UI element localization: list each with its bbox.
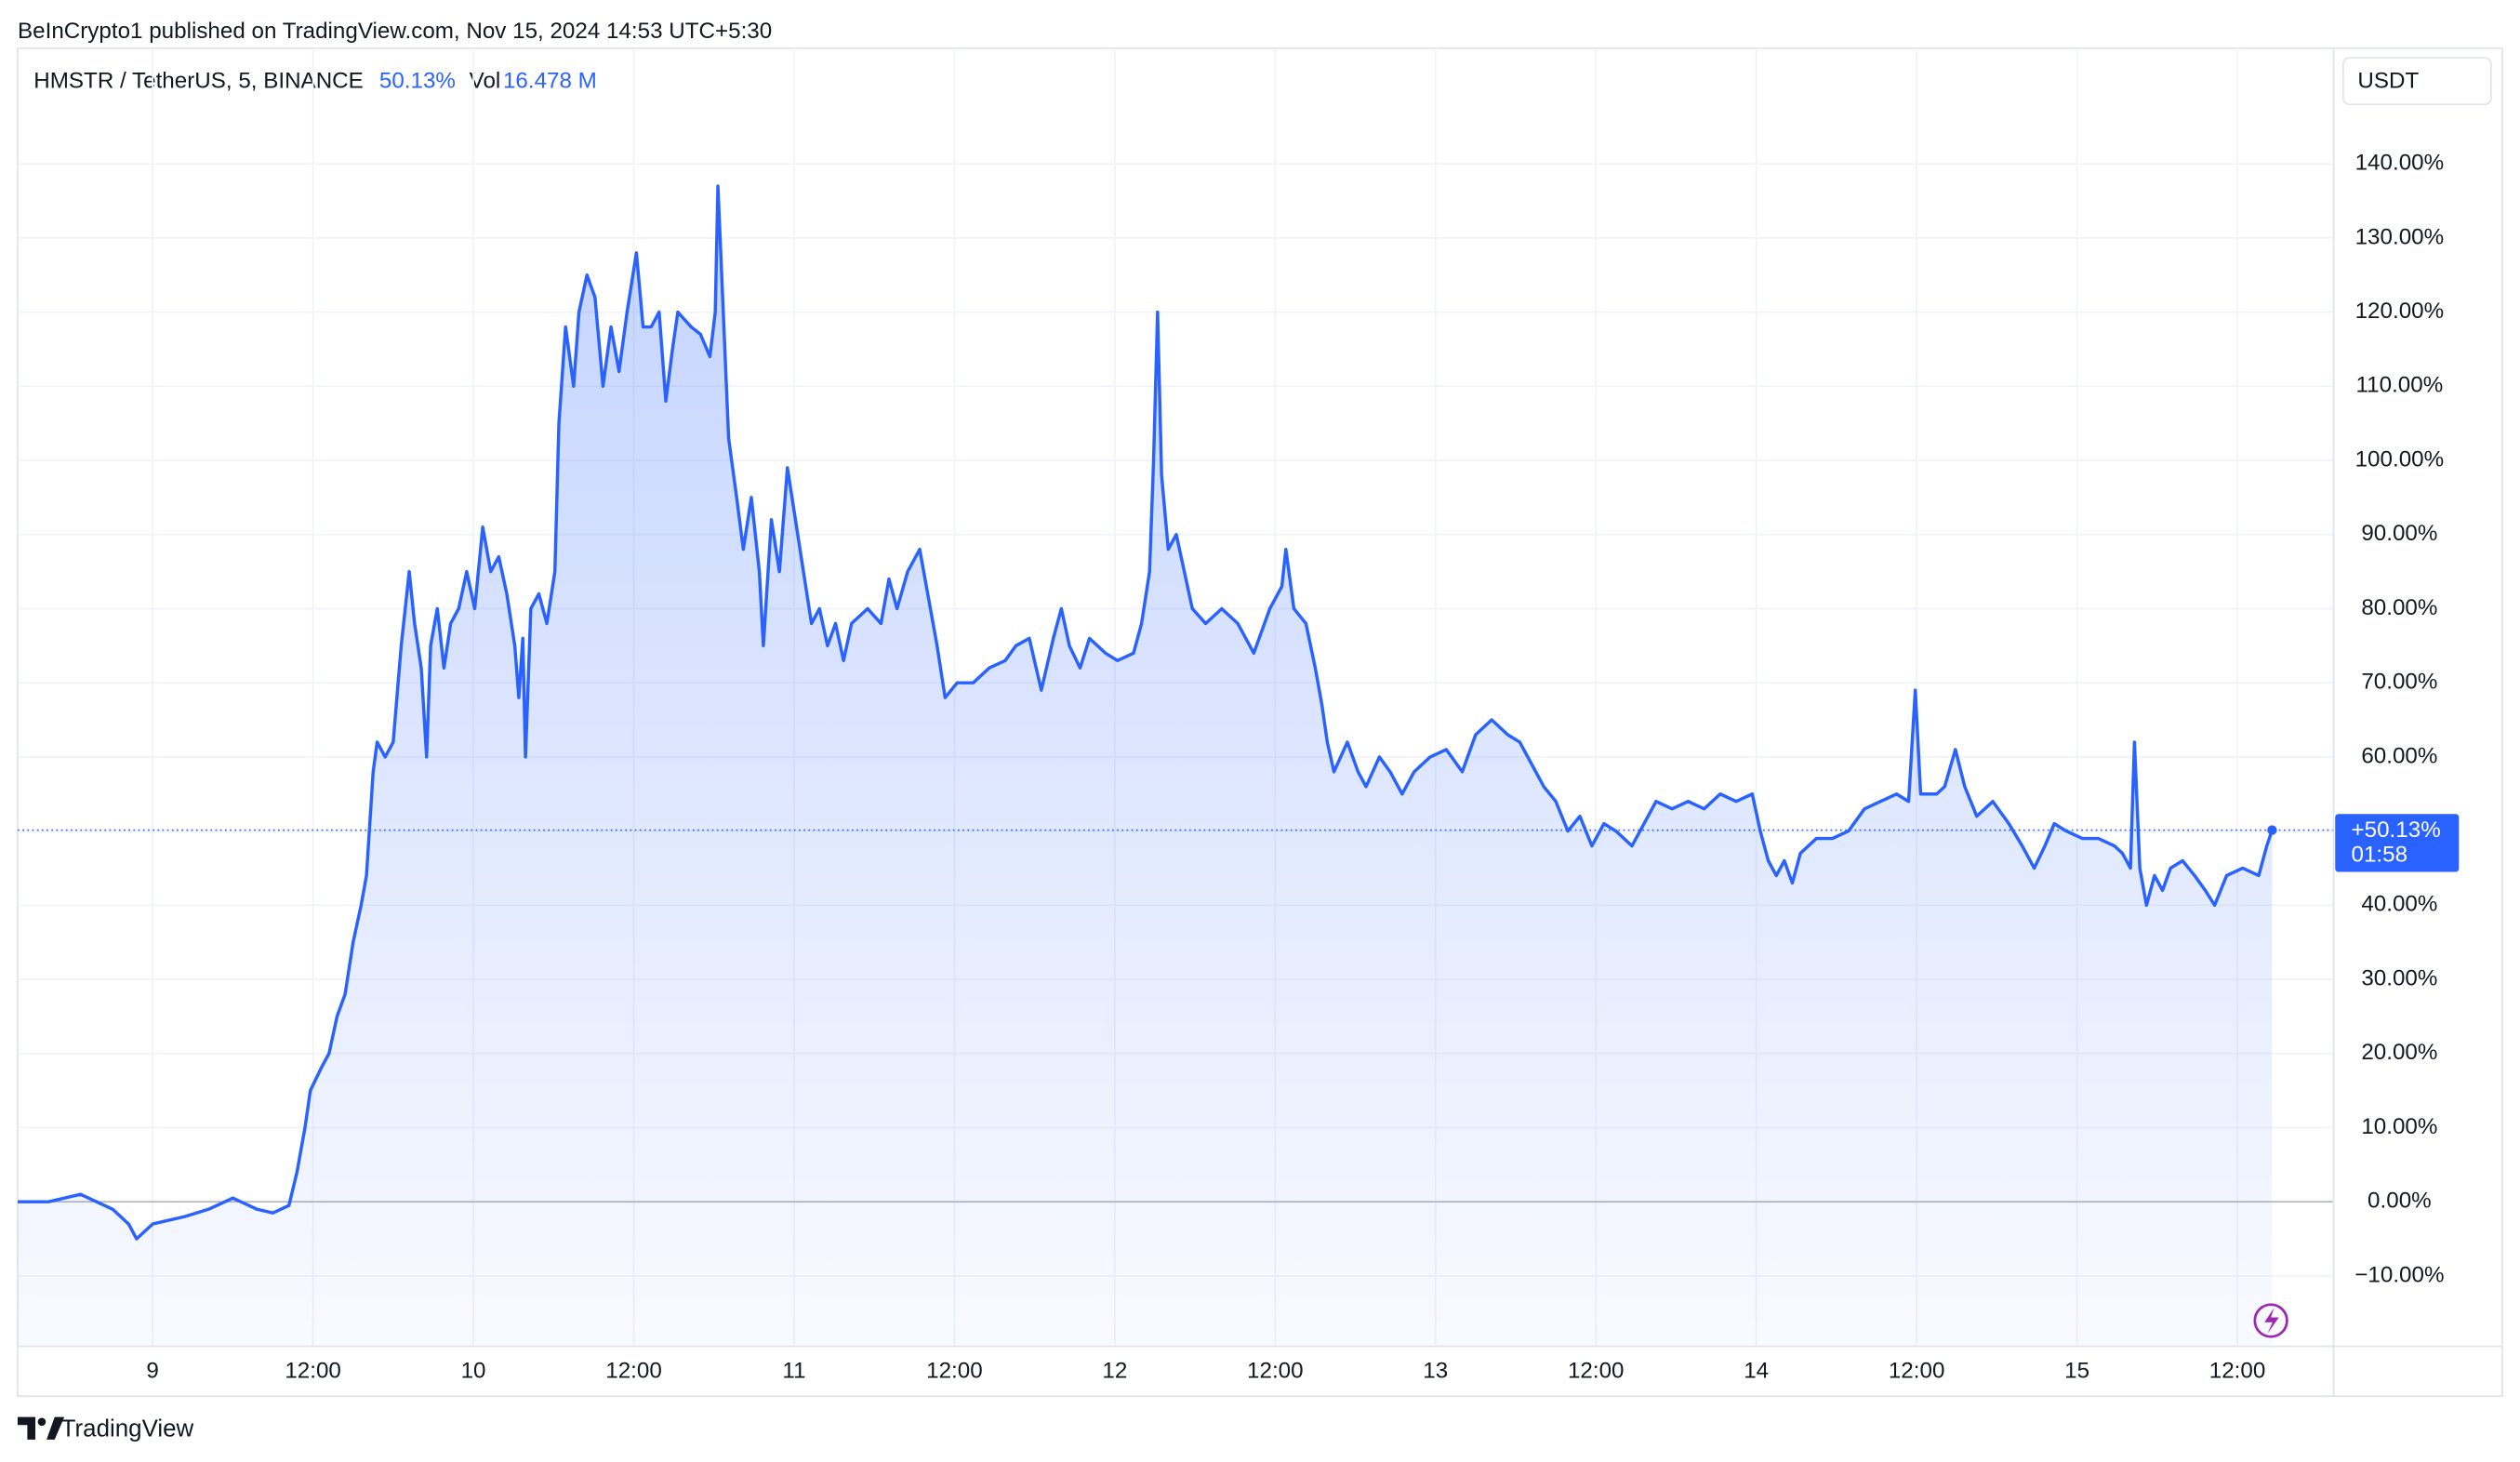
- x-tick-label: 9: [146, 1359, 158, 1384]
- x-tick-label: 15: [2064, 1359, 2089, 1384]
- y-tick-label: 40.00%: [2361, 892, 2437, 917]
- x-tick-label: 10: [461, 1359, 486, 1384]
- currency[interactable]: USDT: [2357, 68, 2419, 93]
- alert-bolt: [2264, 1308, 2279, 1334]
- y-tick-label: 80.00%: [2361, 595, 2437, 620]
- x-tick-label: 12:00: [285, 1359, 341, 1384]
- x-tick-label: 12:00: [1568, 1359, 1625, 1384]
- publisher: BeInCrypto1 published on TradingView.com…: [18, 19, 772, 44]
- y-tick-label: 20.00%: [2361, 1040, 2437, 1065]
- last-point: [2267, 825, 2277, 835]
- brand: TradingView: [61, 1415, 194, 1442]
- x-tick-label: 12: [1102, 1359, 1127, 1384]
- area-fill: [18, 186, 2273, 1347]
- logo-part: [37, 1417, 46, 1427]
- alert-icon[interactable]: [2253, 1303, 2288, 1338]
- frame: [17, 47, 2503, 1398]
- logo-part: [46, 1416, 65, 1440]
- y-tick-label: 10.00%: [2361, 1114, 2437, 1139]
- y-tick-label: 110.00%: [2356, 373, 2444, 398]
- x-tick-label: 13: [1423, 1359, 1448, 1384]
- last-value-label: +50.13%: [2352, 817, 2441, 843]
- x-tick-label: 11: [782, 1359, 805, 1384]
- change-label: 50.13%: [379, 68, 456, 93]
- y-tick-label: 90.00%: [2361, 521, 2437, 546]
- y-tick-label: 70.00%: [2361, 670, 2437, 695]
- logo-part: [18, 1416, 36, 1440]
- y-tick-label: 60.00%: [2361, 743, 2437, 768]
- x-tick-label: 14: [1744, 1359, 1769, 1384]
- brand-logo: [18, 1416, 65, 1440]
- symbol-title: HMSTR / TetherUS, 5, BINANCE: [33, 68, 363, 93]
- y-tick-label: 30.00%: [2361, 965, 2437, 990]
- price-line: [18, 184, 2275, 1241]
- y-tick-label: 100.00%: [2355, 446, 2445, 472]
- currency-button[interactable]: [2342, 57, 2492, 106]
- x-tick-label: 12:00: [1247, 1359, 1304, 1384]
- vol-label: Vol: [470, 68, 501, 93]
- last-value-badge: [2335, 814, 2460, 872]
- x-tick-label: 12:00: [1889, 1359, 1945, 1384]
- x-tick-label: 12:00: [926, 1359, 983, 1384]
- volume-label: 16.478 M: [503, 68, 597, 93]
- y-tick-label: 140.00%: [2355, 151, 2445, 176]
- y-tick-label: 0.00%: [2367, 1189, 2432, 1214]
- x-tick-label: 12:00: [605, 1359, 662, 1384]
- y-tick-label: 120.00%: [2355, 299, 2445, 324]
- y-tick-label: 130.00%: [2355, 224, 2445, 249]
- y-tick-label: −10.00%: [2354, 1262, 2444, 1287]
- plot-area: 9 12:00 10 12:00 11 12:00 12 12:00 13 12:00 14 12:0…: [18, 47, 2445, 1384]
- x-tick-label: 12:00: [2209, 1359, 2266, 1384]
- countdown: 01:58: [2352, 843, 2408, 868]
